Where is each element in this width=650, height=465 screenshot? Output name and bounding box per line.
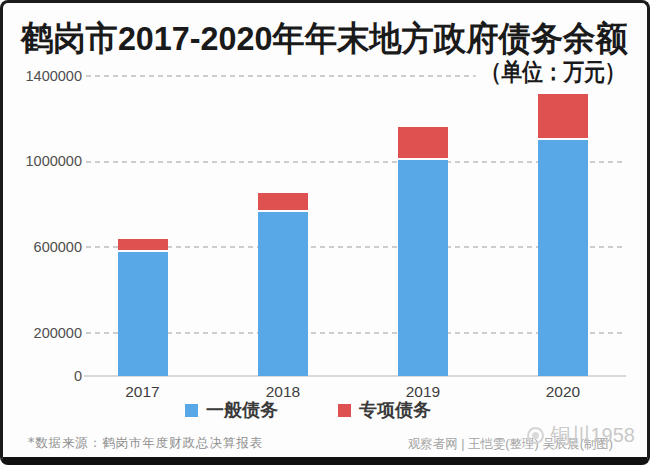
x-axis-label: 2019 [391,383,455,401]
legend-swatch-icon [338,404,351,417]
y-axis-label: 1400000 [0,68,82,84]
legend-item: 一般债务 [185,398,278,422]
legend-swatch-icon [185,404,198,417]
bar-2019 [398,127,448,376]
bar-2020 [538,94,588,376]
legend-label: 一般债务 [206,398,278,422]
bar-segment-general-debt [538,140,588,376]
x-axis-label: 2020 [531,383,595,401]
bar-segment-special-debt [538,94,588,138]
watermark-logo-icon [527,427,544,444]
bar-segment-general-debt [118,252,168,376]
bar-segment-general-debt [258,212,308,376]
legend: 一般债务 专项债务 [185,398,431,422]
bar-segment-special-debt [118,239,168,249]
bar-segment-special-debt [258,193,308,210]
data-source-note: *数据来源：鹤岗市年度财政总决算报表 [28,435,263,452]
bar-2017 [118,239,168,376]
y-axis-label: 0 [0,368,82,384]
y-axis-label: 1000000 [0,153,82,169]
x-axis-label: 2018 [251,383,315,401]
x-axis-label: 2017 [111,383,175,401]
watermark-text: 铜川1958 [551,422,636,449]
watermark: 铜川1958 [527,422,636,449]
bar-2018 [258,193,308,376]
bar-segment-special-debt [398,127,448,157]
chart-card: 鹤岗市2017-2020年年末地方政府债务余额 （单位：万元） 一般债务专项债务… [0,0,650,465]
legend-label: 专项债务 [359,398,431,422]
unit-note: （单位：万元） [476,56,627,88]
legend-item: 专项债务 [338,398,431,422]
y-axis-label: 600000 [0,239,82,255]
bar-segment-general-debt [398,160,448,376]
y-axis-label: 200000 [0,325,82,341]
